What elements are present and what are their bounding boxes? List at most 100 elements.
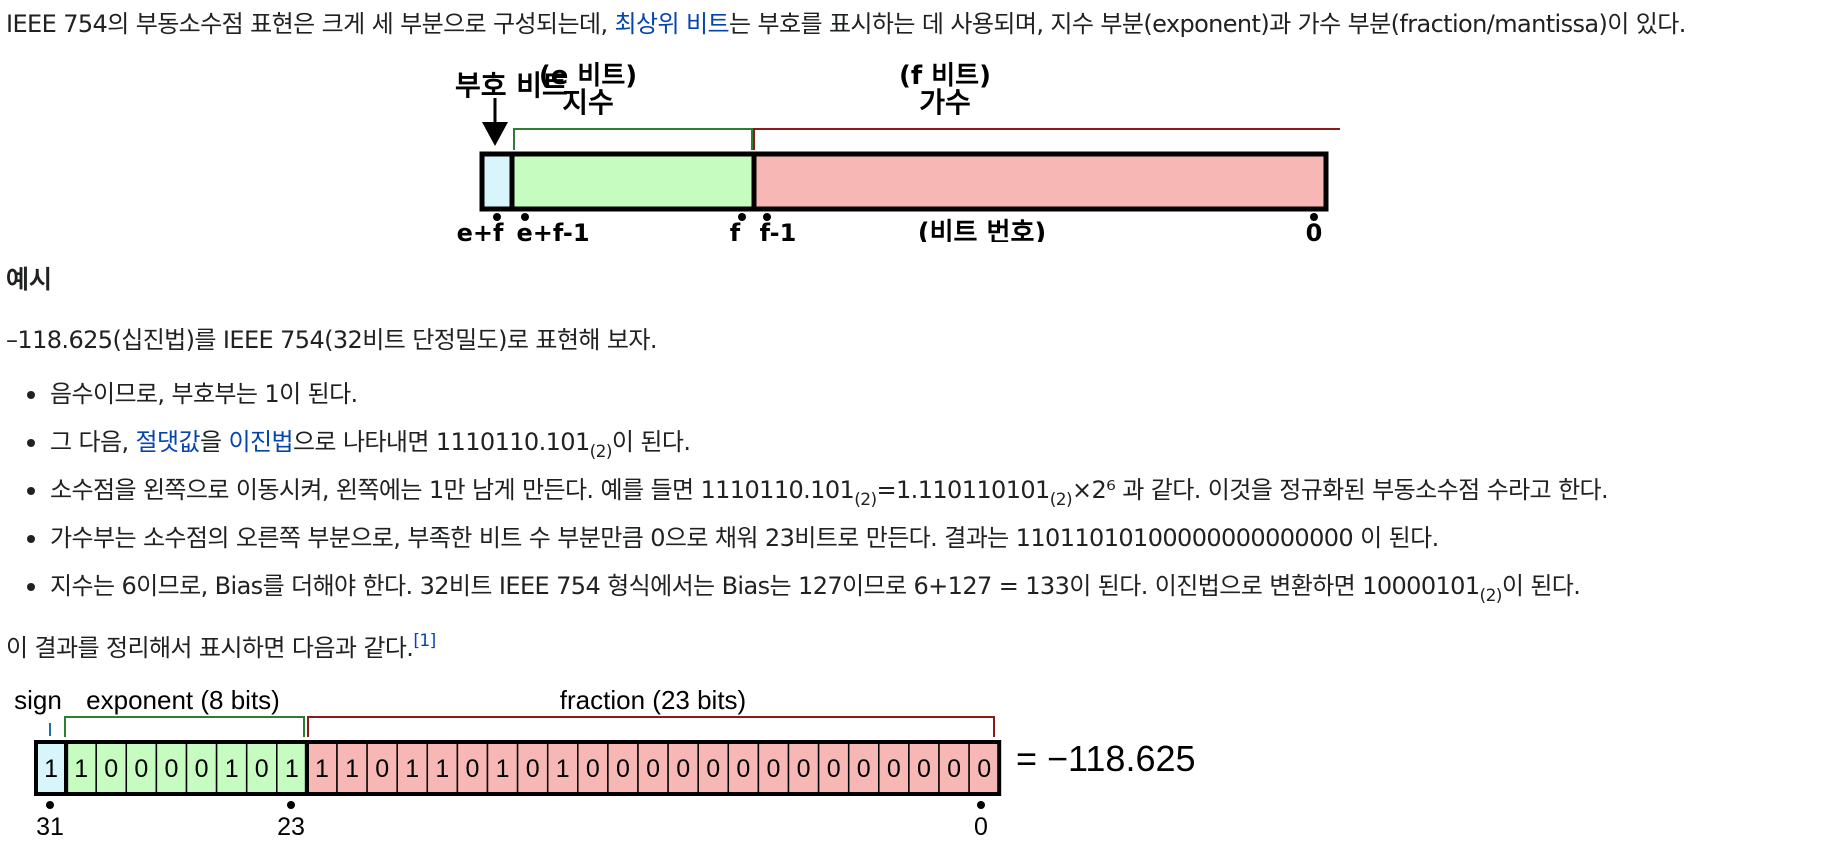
step-2-text: 그 다음,	[50, 428, 136, 456]
list-item: 음수이므로, 부호부는 1이 된다.	[0, 376, 1608, 424]
intro-text-1: IEEE 754의 부동소수점 표현은 크게 세 부분으로 구성되는데,	[6, 10, 615, 38]
example-heading: 예시	[6, 265, 53, 294]
example-intro: –118.625(십진법)를 IEEE 754(32비트 단정밀도)로 표현해 …	[6, 326, 657, 354]
bit-value: 0	[917, 755, 931, 783]
step-5-text: 이 된다.	[1501, 572, 1581, 600]
bit-cell	[516, 741, 549, 795]
base-subscript: (2)	[589, 442, 613, 462]
bit-value: 0	[104, 755, 118, 783]
bit-cell	[306, 741, 338, 795]
exponent-bracket	[64, 716, 305, 737]
sign-arrow-icon	[482, 98, 508, 146]
fraction-box	[751, 151, 1329, 212]
fraction-label: fraction (23 bits)	[560, 685, 746, 715]
bit-value: 0	[375, 755, 389, 783]
intro-text-2: 는 부호를 표시하는 데 사용되며, 지수 부분(exponent)과 가수 부…	[728, 10, 1686, 38]
bit-value: 0	[857, 755, 871, 783]
bit-value: 0	[827, 755, 841, 783]
bit-value: 1	[496, 755, 510, 783]
bit-cell	[817, 741, 850, 795]
summary-paragraph: 이 결과를 정리해서 표시하면 다음과 같다.[1]	[6, 630, 436, 666]
bit-value: 0	[797, 755, 811, 783]
bit-value: 0	[465, 755, 479, 783]
step-2-text: 으로 나타내면 1110110.101	[292, 428, 590, 456]
bit-value: 0	[586, 755, 600, 783]
fraction-bits-label: (f 비트)	[899, 62, 991, 91]
bit-value: 1	[556, 755, 570, 783]
absolute-value-link[interactable]: 절댓값	[135, 428, 201, 456]
fraction-label: 가수	[919, 86, 971, 119]
bit-value: 0	[676, 755, 690, 783]
step-4-text: 가수부는 소수점의 오른쪽 부분으로, 부족한 비트 수 부분만큼 0으로 채워…	[50, 524, 1439, 552]
bit-label-e-f: e+f	[457, 219, 504, 242]
bit-value: 1	[285, 755, 299, 783]
exponent-bracket	[513, 128, 753, 150]
bit-label-f: f	[730, 219, 741, 242]
bit-value: 1	[74, 755, 88, 783]
bit-label-31: 31	[36, 813, 64, 841]
bit-cell	[546, 741, 579, 795]
bit-cell	[65, 741, 97, 795]
exponent-label: 지수	[562, 86, 614, 119]
list-item: 가수부는 소수점의 오른쪽 부분으로, 부족한 비트 수 부분만큼 0으로 채워…	[0, 520, 1608, 568]
step-1-text: 음수이므로, 부호부는 1이 된다.	[50, 380, 358, 408]
summary-text: 이 결과를 정리해서 표시하면 다음과 같다.	[6, 634, 414, 662]
bit-value: 0	[616, 755, 630, 783]
sign-bit-label: 부호 비트	[455, 69, 568, 102]
result-value: = −118.625	[1016, 738, 1196, 779]
base-subscript: (2)	[1479, 586, 1503, 606]
exponent-bits-label: (e 비트)	[539, 62, 637, 91]
bit-label-0: 0	[1306, 219, 1323, 242]
bit-value: 0	[255, 755, 269, 783]
bit-value: 0	[646, 755, 660, 783]
exponent-label: exponent (8 bits)	[86, 685, 280, 715]
step-5-text: 지수는 6이므로, Bias를 더해야 한다. 32비트 IEEE 754 형식…	[50, 572, 1480, 600]
bit-label-23: 23	[277, 813, 305, 841]
steps-list: 음수이므로, 부호부는 1이 된다. 그 다음, 절댓값을 이진법으로 나타내면…	[0, 376, 1609, 616]
bit-value: 0	[736, 755, 750, 783]
intro-paragraph: IEEE 754의 부동소수점 표현은 크게 세 부분으로 구성되는데, 최상위…	[6, 6, 1686, 42]
fraction-bracket	[753, 128, 1340, 150]
bit-cell	[878, 741, 910, 795]
bit-value: 1	[435, 755, 449, 783]
fraction-bracket	[307, 716, 995, 737]
bit-value: 0	[134, 755, 148, 783]
msb-link[interactable]: 최상위 비트	[614, 10, 730, 38]
bit-value: 0	[526, 755, 540, 783]
bit-value: 0	[706, 755, 720, 783]
bit-value: 1	[405, 755, 419, 783]
bit-number-label: (비트 번호)	[918, 218, 1047, 242]
ieee-format-diagram: 부호 비트 (e 비트) 지수 (f 비트) 가수 e+f e+f-1 f f-…	[455, 62, 1340, 242]
step-3-text: =1.110110101	[876, 476, 1050, 504]
sign-box	[479, 151, 515, 212]
bit-value: 0	[164, 755, 178, 783]
bit-value: 1	[315, 755, 329, 783]
list-item: 지수는 6이므로, Bias를 더해야 한다. 32비트 IEEE 754 형식…	[0, 568, 1608, 616]
bit-cell	[607, 741, 639, 795]
step-2-text: 이 된다.	[611, 428, 691, 456]
bit-cell	[336, 741, 368, 795]
base-subscript: (2)	[854, 490, 877, 510]
bit-cell	[667, 741, 699, 795]
bit-cell	[396, 741, 429, 795]
bit-value: 0	[887, 755, 901, 783]
sign-label: sign	[14, 685, 62, 715]
bit-value: 1	[44, 755, 58, 783]
bit-value: 0	[947, 755, 961, 783]
reference-link[interactable]: [1]	[413, 631, 436, 651]
list-item: 소수점을 왼쪽으로 이동시켜, 왼쪽에는 1만 남게 만든다. 예를 들면 11…	[0, 472, 1609, 520]
bit-label-f-1: f-1	[760, 219, 797, 242]
list-item: 그 다음, 절댓값을 이진법으로 나타내면 1110110.101(2)이 된다…	[0, 424, 1608, 472]
step-3-text: 소수점을 왼쪽으로 이동시켜, 왼쪽에는 1만 남게 만든다. 예를 들면 11…	[50, 476, 855, 504]
step-3-text: ×2⁶ 과 같다. 이것을 정규화된 부동소수점 수라고 한다.	[1072, 476, 1609, 504]
bit-cell	[577, 741, 609, 795]
exponent-box	[509, 151, 757, 212]
bit-label-e-f-1: e+f-1	[516, 219, 589, 242]
bit-value: 1	[225, 755, 239, 783]
bit-value: 0	[195, 755, 209, 783]
bit-value: 0	[766, 755, 780, 783]
binary-link[interactable]: 이진법	[228, 428, 294, 456]
base-subscript: (2)	[1049, 490, 1073, 510]
binary32-diagram: sign exponent (8 bits) fraction (23 bits…	[14, 685, 1196, 841]
